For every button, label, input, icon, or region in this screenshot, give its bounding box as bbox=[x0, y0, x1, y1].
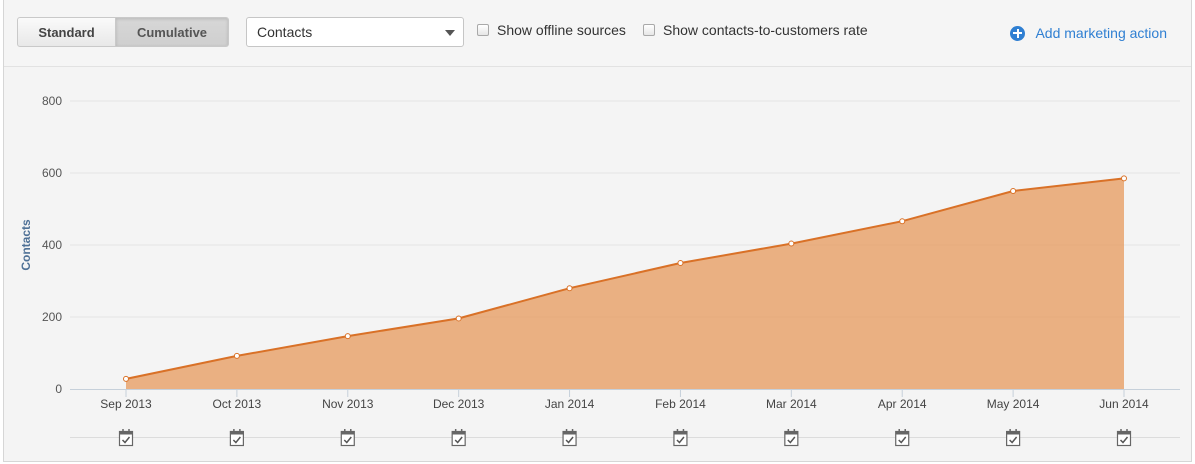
x-tick-label: Apr 2014 bbox=[878, 397, 927, 411]
chevron-down-icon bbox=[445, 30, 455, 36]
y-tick-label: 400 bbox=[42, 238, 62, 252]
conversion-rate-label: Show contacts-to-customers rate bbox=[663, 22, 868, 38]
x-tick-label: Jan 2014 bbox=[545, 397, 595, 411]
calendar-check-icon[interactable] bbox=[673, 429, 688, 447]
conversion-rate-checkbox[interactable]: Show contacts-to-customers rate bbox=[643, 22, 868, 38]
x-axis: Sep 2013 Oct 2013 Nov 2013 Dec 2013 Jan 2014… bbox=[70, 389, 1180, 438]
x-tick-label: Sep 2013 bbox=[100, 397, 152, 411]
conversion-rate-box[interactable] bbox=[643, 24, 655, 36]
calendar-check-icon[interactable] bbox=[451, 429, 466, 447]
data-point[interactable] bbox=[233, 352, 240, 359]
data-point[interactable] bbox=[123, 375, 129, 382]
cumulative-button[interactable]: Cumulative bbox=[116, 18, 228, 46]
x-tick-label: Feb 2014 bbox=[655, 397, 706, 411]
calendar-check-icon[interactable] bbox=[1116, 429, 1132, 447]
y-tick-label: 600 bbox=[42, 166, 62, 180]
calendar-check-icon[interactable] bbox=[784, 429, 799, 447]
data-points bbox=[123, 175, 1127, 382]
plus-circle-icon bbox=[1010, 25, 1026, 41]
marketing-action-markers bbox=[118, 429, 1132, 447]
offline-sources-label: Show offline sources bbox=[497, 22, 626, 38]
y-tick-label: 200 bbox=[42, 310, 62, 324]
standard-button[interactable]: Standard bbox=[18, 18, 116, 46]
series-line bbox=[125, 177, 1125, 380]
view-toggle: Standard Cumulative bbox=[17, 17, 229, 47]
data-point[interactable] bbox=[1010, 188, 1017, 194]
add-marketing-action-link[interactable]: Add marketing action bbox=[1010, 25, 1167, 41]
data-point[interactable] bbox=[1121, 175, 1127, 182]
data-point[interactable] bbox=[899, 218, 906, 225]
calendar-check-icon[interactable] bbox=[229, 429, 244, 447]
x-tick-label: May 2014 bbox=[987, 397, 1040, 411]
offline-sources-checkbox[interactable]: Show offline sources bbox=[477, 22, 626, 38]
metric-select-value: Contacts bbox=[257, 24, 313, 40]
x-tick-label: Nov 2013 bbox=[322, 397, 374, 411]
add-marketing-action-label: Add marketing action bbox=[1035, 25, 1167, 41]
calendar-check-icon[interactable] bbox=[1006, 429, 1021, 447]
data-point[interactable] bbox=[566, 285, 573, 292]
y-axis-label: Contacts bbox=[19, 219, 33, 271]
y-tick-label: 0 bbox=[55, 382, 62, 396]
data-point[interactable] bbox=[344, 333, 351, 340]
metric-select[interactable]: Contacts bbox=[246, 17, 464, 47]
calendar-check-icon[interactable] bbox=[895, 429, 910, 447]
y-axis-ticks: 0 200 400 600 800 bbox=[42, 94, 62, 396]
y-tick-label: 800 bbox=[42, 94, 62, 108]
data-point[interactable] bbox=[788, 240, 795, 247]
data-point[interactable] bbox=[677, 260, 684, 266]
data-point[interactable] bbox=[455, 315, 462, 322]
series-area bbox=[126, 178, 1124, 389]
calendar-check-icon[interactable] bbox=[118, 429, 134, 447]
x-tick-label: Dec 2013 bbox=[433, 397, 485, 411]
x-tick-label: Mar 2014 bbox=[766, 397, 817, 411]
calendar-check-icon[interactable] bbox=[340, 429, 355, 447]
calendar-check-icon[interactable] bbox=[562, 429, 577, 447]
offline-sources-box[interactable] bbox=[477, 24, 489, 36]
toolbar: Standard Cumulative Contacts Show offlin… bbox=[4, 0, 1191, 67]
x-tick-label: Oct 2013 bbox=[213, 397, 262, 411]
x-tick-label: Jun 2014 bbox=[1099, 397, 1149, 411]
